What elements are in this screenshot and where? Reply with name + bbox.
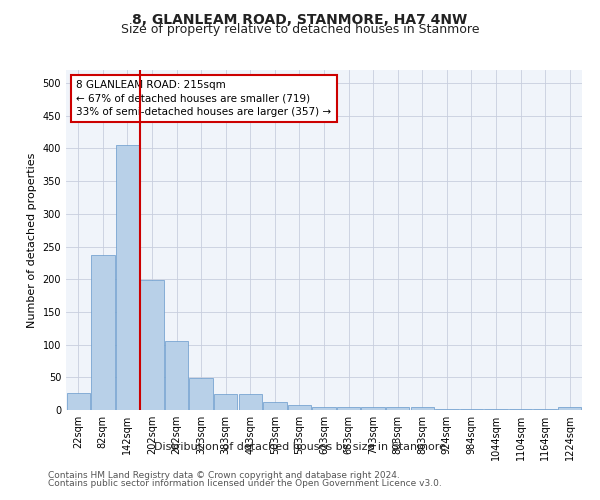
Bar (214, 394, 238, 410)
Bar (337, 406, 360, 410)
Bar (91, 255, 115, 410)
Text: Contains HM Land Registry data © Crown copyright and database right 2024.: Contains HM Land Registry data © Crown c… (48, 471, 400, 480)
Text: 8, GLANLEAM ROAD, STANMORE, HA7 4NW: 8, GLANLEAM ROAD, STANMORE, HA7 4NW (133, 12, 467, 26)
Bar (313, 406, 335, 410)
Bar (116, 145, 139, 410)
Y-axis label: Number of detached properties: Number of detached properties (27, 152, 37, 328)
Bar (67, 393, 90, 410)
Bar (263, 402, 287, 410)
Text: Contains public sector information licensed under the Open Government Licence v3: Contains public sector information licen… (48, 478, 442, 488)
Bar (558, 406, 581, 410)
Bar (140, 280, 164, 410)
Text: Distribution of detached houses by size in Stanmore: Distribution of detached houses by size … (154, 442, 446, 452)
Bar (386, 406, 409, 410)
Bar (190, 378, 213, 410)
Bar (288, 406, 311, 410)
Bar (239, 394, 262, 410)
Bar (361, 406, 385, 410)
Text: 8 GLANLEAM ROAD: 215sqm
← 67% of detached houses are smaller (719)
33% of semi-d: 8 GLANLEAM ROAD: 215sqm ← 67% of detache… (76, 80, 331, 116)
Bar (410, 406, 434, 410)
Bar (165, 342, 188, 410)
Text: Size of property relative to detached houses in Stanmore: Size of property relative to detached ho… (121, 22, 479, 36)
